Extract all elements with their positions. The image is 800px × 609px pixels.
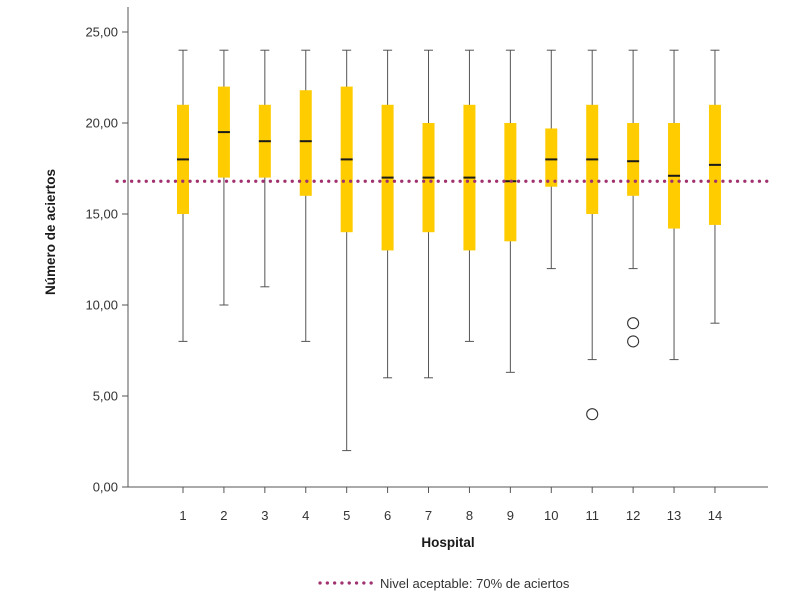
legend-label: Nivel aceptable: 70% de aciertos [380, 576, 570, 591]
y-axis: 0,00 5,00 10,00 15,00 20,00 25,00 [85, 7, 129, 495]
x-tick-label: 6 [384, 508, 391, 523]
x-tick-label: 11 [585, 508, 599, 523]
box-iqr [545, 128, 558, 187]
y-tick-label: 25,00 [85, 25, 118, 40]
y-axis-title: Número de aciertos [43, 169, 58, 295]
x-tick-label: 14 [708, 508, 722, 523]
x-tick-label: 4 [302, 508, 309, 523]
y-tick-label: 20,00 [85, 116, 118, 131]
x-tick-label: 12 [626, 508, 640, 523]
x-tick-label: 13 [667, 508, 681, 523]
legend: Nivel aceptable: 70% de aciertos [318, 576, 570, 591]
y-tick-label: 10,00 [85, 298, 118, 313]
x-tick-label: 7 [425, 508, 432, 523]
y-tick-label: 0,00 [93, 480, 118, 495]
x-tick-label: 2 [220, 508, 227, 523]
box-iqr [299, 90, 312, 196]
y-tick-label: 15,00 [85, 207, 118, 222]
x-tick-label: 8 [466, 508, 473, 523]
x-tick-label: 1 [179, 508, 186, 523]
x-axis-title: Hospital [421, 535, 474, 550]
box-iqr [627, 123, 640, 196]
x-tick-label: 10 [544, 508, 558, 523]
x-tick-label: 5 [343, 508, 350, 523]
outlier-point [586, 408, 599, 421]
x-axis: 1 2 3 4 5 6 7 8 9 10 11 12 13 14 [128, 486, 768, 523]
outlier-point [627, 317, 640, 330]
x-tick-label: 3 [261, 508, 268, 523]
y-tick-label: 5,00 [93, 389, 118, 404]
x-tick-label: 9 [507, 508, 514, 523]
outlier-point [627, 335, 640, 348]
box-group [177, 49, 721, 452]
